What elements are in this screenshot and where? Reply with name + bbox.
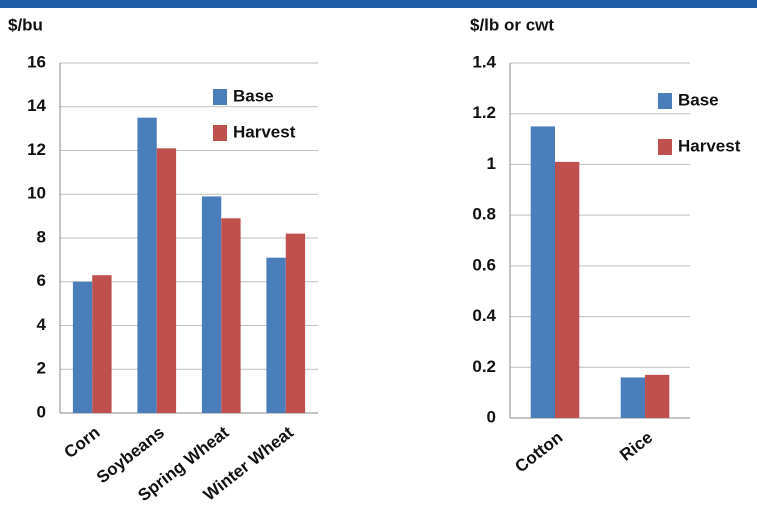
legend-swatch: [658, 93, 672, 109]
y-tick-label: 4: [37, 315, 47, 334]
bar: [72, 281, 93, 413]
y-axis-label: $/lb or cwt: [470, 15, 554, 34]
legend-swatch: [658, 139, 672, 155]
legend-label: Base: [678, 90, 719, 109]
y-tick-label: 0.8: [472, 205, 496, 224]
y-tick-label: 0.4: [472, 306, 496, 325]
bar: [555, 161, 580, 418]
legend-label: Harvest: [678, 136, 741, 155]
bar: [137, 117, 157, 413]
bar: [645, 374, 670, 418]
y-tick-label: 16: [27, 52, 46, 71]
bar: [266, 257, 286, 413]
bar: [92, 275, 112, 413]
y-tick-label: 0: [487, 407, 496, 426]
x-tick-label: Rice: [616, 428, 656, 465]
legend-swatch: [213, 125, 227, 141]
y-tick-label: 0.2: [472, 357, 496, 376]
legend-label: Base: [233, 86, 274, 105]
x-tick-label: Corn: [61, 423, 104, 462]
y-tick-label: 0: [37, 402, 46, 421]
bar: [530, 126, 555, 419]
top-strip: [0, 0, 757, 8]
x-tick-label: Cotton: [511, 428, 566, 477]
bar: [285, 233, 306, 413]
y-axis-label: $/bu: [8, 15, 43, 34]
y-tick-label: 0.6: [472, 255, 496, 274]
y-tick-label: 8: [37, 227, 46, 246]
y-tick-label: 1: [487, 154, 496, 173]
y-tick-label: 6: [37, 271, 46, 290]
y-tick-label: 14: [27, 96, 46, 115]
bar: [201, 196, 222, 413]
legend-swatch: [213, 89, 227, 105]
y-tick-label: 2: [37, 359, 46, 378]
y-tick-label: 10: [27, 184, 46, 203]
y-tick-label: 1.2: [472, 103, 496, 122]
legend-label: Harvest: [233, 122, 296, 141]
bar: [156, 148, 177, 413]
y-tick-label: 12: [27, 140, 46, 159]
bar: [221, 218, 241, 413]
bar: [620, 377, 645, 418]
y-tick-label: 1.4: [472, 52, 496, 71]
